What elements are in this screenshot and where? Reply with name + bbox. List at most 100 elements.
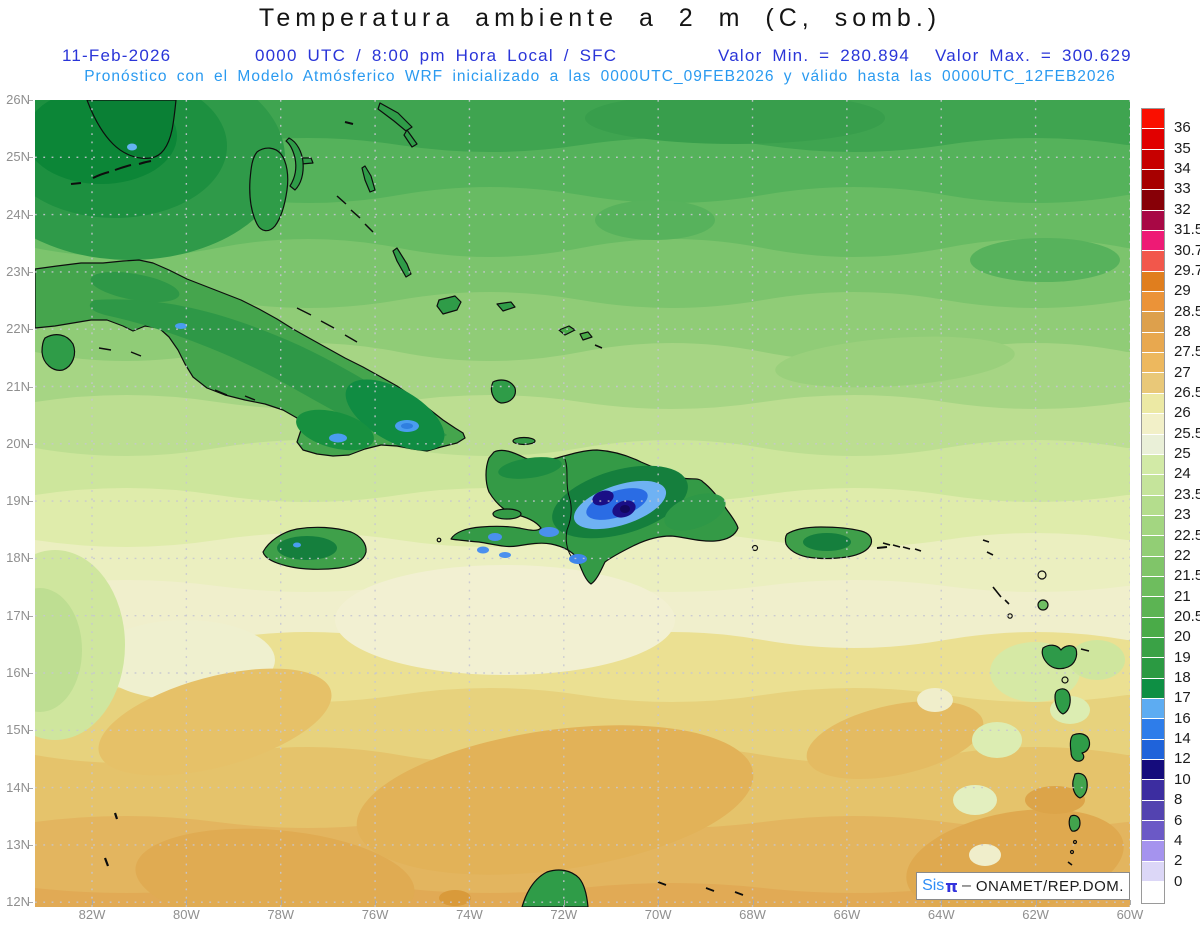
lon-axis-label: 70W bbox=[644, 907, 672, 922]
lat-axis-label: 20N bbox=[6, 435, 30, 451]
lon-tick bbox=[752, 900, 754, 905]
lat-axis-label: 12N bbox=[6, 894, 30, 910]
colorbar-tick-label: 22 bbox=[1174, 546, 1191, 564]
colorbar-tick-label: 28 bbox=[1174, 322, 1191, 340]
colorbar-segment bbox=[1142, 780, 1164, 801]
grid-layer bbox=[35, 100, 1130, 907]
lat-tick bbox=[29, 787, 33, 789]
lat-tick bbox=[29, 214, 33, 216]
colorbar-segment bbox=[1142, 332, 1164, 354]
lon-axis-label: 66W bbox=[833, 907, 861, 922]
mona-island bbox=[751, 544, 759, 552]
lat-tick bbox=[29, 386, 33, 388]
colorbar-segment bbox=[1142, 210, 1164, 232]
gonave-island bbox=[492, 508, 522, 520]
puerto-rico-island bbox=[784, 526, 888, 560]
lon-axis-label: 64W bbox=[927, 907, 955, 922]
colorbar-segment bbox=[1142, 556, 1164, 577]
lat-tick bbox=[29, 100, 33, 101]
colorbar-tick-label: 29 bbox=[1174, 282, 1191, 300]
colorbar-tick-label: 22.5 bbox=[1174, 526, 1200, 544]
colorbar-segment bbox=[1142, 373, 1164, 394]
colorbar-segment bbox=[1142, 536, 1164, 557]
lon-tick bbox=[658, 900, 660, 905]
colorbar-segment bbox=[1142, 251, 1164, 272]
lat-axis-label: 19N bbox=[6, 493, 30, 509]
valid-date: 11-Feb-2026 bbox=[62, 46, 172, 65]
lat-axis-label: 22N bbox=[6, 321, 30, 337]
lat-tick bbox=[29, 329, 33, 331]
colorbar-tick-label: 27.5 bbox=[1174, 343, 1200, 361]
lon-tick bbox=[846, 900, 848, 905]
colorbar-segment bbox=[1142, 800, 1164, 822]
lat-axis-label: 25N bbox=[6, 149, 30, 165]
lat-tick bbox=[29, 157, 33, 159]
jamaica-island bbox=[262, 526, 367, 570]
colorbar-tick-label: 14 bbox=[1174, 730, 1191, 748]
lon-axis-label: 74W bbox=[456, 907, 483, 922]
colorbar-tick-label: 2 bbox=[1174, 852, 1183, 870]
colorbar-segment bbox=[1142, 170, 1164, 191]
colorbar-tick-label: 25.5 bbox=[1174, 424, 1200, 442]
lat-axis-label: 15N bbox=[6, 722, 30, 738]
colorbar-tick-label: 20 bbox=[1174, 628, 1191, 646]
colorbar-segment bbox=[1142, 760, 1164, 781]
colorbar-tick-label: 16 bbox=[1174, 709, 1191, 727]
lon-axis-label: 76W bbox=[361, 907, 389, 922]
valid-time: 0000 UTC / 8:00 pm Hora Local / SFC bbox=[255, 46, 618, 65]
colorbar-tick-label: 4 bbox=[1174, 831, 1183, 849]
colorbar-segment bbox=[1142, 861, 1164, 883]
page-title: Temperatura ambiente a 2 m (C, somb.) bbox=[258, 4, 942, 32]
lat-axis-label: 26N bbox=[6, 92, 30, 107]
cuba-island bbox=[35, 259, 466, 457]
colorbar-tick-label: 33 bbox=[1174, 180, 1191, 198]
lon-tick bbox=[469, 900, 471, 905]
colorbar-tick-label: 30.7 bbox=[1174, 241, 1200, 259]
colorbar-segment bbox=[1142, 597, 1164, 618]
colorbar-segment bbox=[1142, 658, 1164, 679]
colorbar-tick-label: 12 bbox=[1174, 750, 1191, 768]
colorbar-tick-label: 25 bbox=[1174, 445, 1191, 463]
lon-axis-label: 80W bbox=[172, 907, 200, 922]
colorbar-tick-label: 27 bbox=[1174, 363, 1191, 381]
lat-axis-label: 21N bbox=[6, 378, 30, 394]
lat-tick bbox=[29, 844, 33, 846]
colorbar-tick-label: 23 bbox=[1174, 506, 1191, 524]
pi-symbol-icon: π bbox=[945, 876, 958, 896]
colorbar-segment bbox=[1142, 617, 1164, 638]
guajira-peninsula bbox=[103, 812, 744, 907]
temperature-colorbar bbox=[1141, 108, 1165, 904]
colorbar-segment bbox=[1142, 393, 1164, 415]
colorbar-tick-label: 19 bbox=[1174, 648, 1191, 666]
haiti-dr-border bbox=[564, 458, 572, 557]
lat-axis-label: 13N bbox=[6, 836, 30, 852]
lat-axis-label: 17N bbox=[6, 607, 30, 623]
lat-tick bbox=[29, 271, 33, 273]
forecast-map bbox=[35, 100, 1130, 907]
colorbar-segment bbox=[1142, 312, 1164, 333]
colorbar-tick-label: 10 bbox=[1174, 770, 1191, 788]
colorbar-tick-label: 28.5 bbox=[1174, 302, 1200, 320]
colorbar-segment bbox=[1142, 739, 1164, 760]
lat-tick bbox=[29, 615, 33, 617]
lon-tick bbox=[941, 900, 943, 905]
colorbar-segment bbox=[1142, 292, 1164, 313]
colorbar-tick-label: 6 bbox=[1174, 811, 1183, 829]
colorbar-segment bbox=[1142, 434, 1164, 455]
lon-axis-label: 72W bbox=[550, 907, 578, 922]
valor-max: Valor Max. = 300.629 bbox=[935, 46, 1132, 65]
colorbar-segment bbox=[1142, 821, 1164, 842]
colorbar-tick-label: 31.5 bbox=[1174, 221, 1200, 239]
navassa-island bbox=[436, 537, 442, 543]
colorbar-tick-label: 32 bbox=[1174, 200, 1191, 218]
colorbar-segment bbox=[1142, 109, 1164, 130]
colorbar-tick-label: 35 bbox=[1174, 139, 1191, 157]
colorbar-tick-label: 24 bbox=[1174, 465, 1191, 483]
colorbar-tick-label: 21 bbox=[1174, 587, 1191, 605]
colorbar-segment bbox=[1142, 576, 1164, 598]
colorbar-tick-label: 34 bbox=[1174, 160, 1191, 178]
lon-tick bbox=[375, 900, 377, 905]
colorbar-segment bbox=[1142, 353, 1164, 374]
colorbar-tick-label: 36 bbox=[1174, 119, 1191, 137]
